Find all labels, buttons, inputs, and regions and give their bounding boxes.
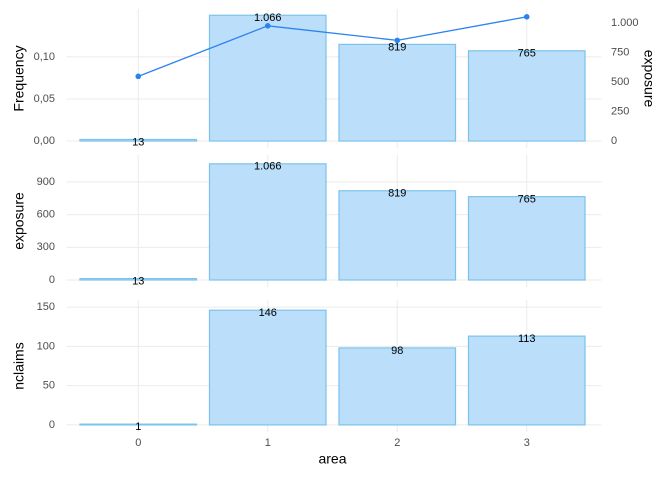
bar [338,347,457,426]
y2-tick-label: 1.000 [611,17,639,29]
value-label: 1 [135,421,141,433]
y-tick-label: 0,00 [34,135,55,147]
bar [467,196,586,281]
y-tick-label: 0 [49,274,55,286]
value-label: 13 [132,276,144,288]
y-tick-label: 100 [37,340,55,352]
value-label: 765 [518,48,536,60]
y2-tick-label: 750 [611,46,629,58]
value-label: 113 [518,333,536,345]
value-label: 765 [518,194,536,206]
value-label: 13 [132,136,144,148]
bar [467,335,586,426]
bar [208,163,327,281]
point [523,14,530,20]
y-tick-label: 300 [37,241,55,253]
bar [338,43,457,142]
y-tick-label: 0,10 [34,51,55,63]
point [264,23,271,29]
y2-axis-title: exposure [641,50,657,108]
bar [338,190,457,281]
bar [79,423,198,426]
y2-tick-label: 500 [611,76,629,88]
x-tick-label: 0 [135,437,141,449]
value-label: 146 [259,307,277,319]
bar [79,138,198,142]
y2-tick-label: 250 [611,105,629,117]
value-label: 1.066 [254,161,282,173]
bar [208,14,327,142]
y-tick-label: 50 [43,380,55,392]
bar [467,50,586,142]
value-label: 1.066 [254,12,282,24]
bar [79,278,198,281]
y-axis-title: exposure [11,192,27,250]
value-label: 819 [388,41,406,53]
y-tick-label: 600 [37,209,55,221]
bar [208,309,327,426]
x-tick-label: 2 [394,437,400,449]
y-tick-label: 900 [37,176,55,188]
value-label: 98 [391,345,403,357]
y-tick-label: 0,05 [34,93,55,105]
x-tick-label: 3 [524,437,530,449]
y2-tick-label: 0 [611,135,617,147]
y-axis-title: Frequency [11,45,27,111]
y-axis-title: nclaims [11,342,27,389]
x-axis-title: area [318,451,346,467]
point [394,37,401,44]
value-label: 819 [388,188,406,200]
y-tick-label: 150 [37,301,55,313]
x-tick-label: 1 [265,437,271,449]
y-tick-label: 0 [49,419,55,431]
point [135,73,142,80]
line [138,16,527,77]
